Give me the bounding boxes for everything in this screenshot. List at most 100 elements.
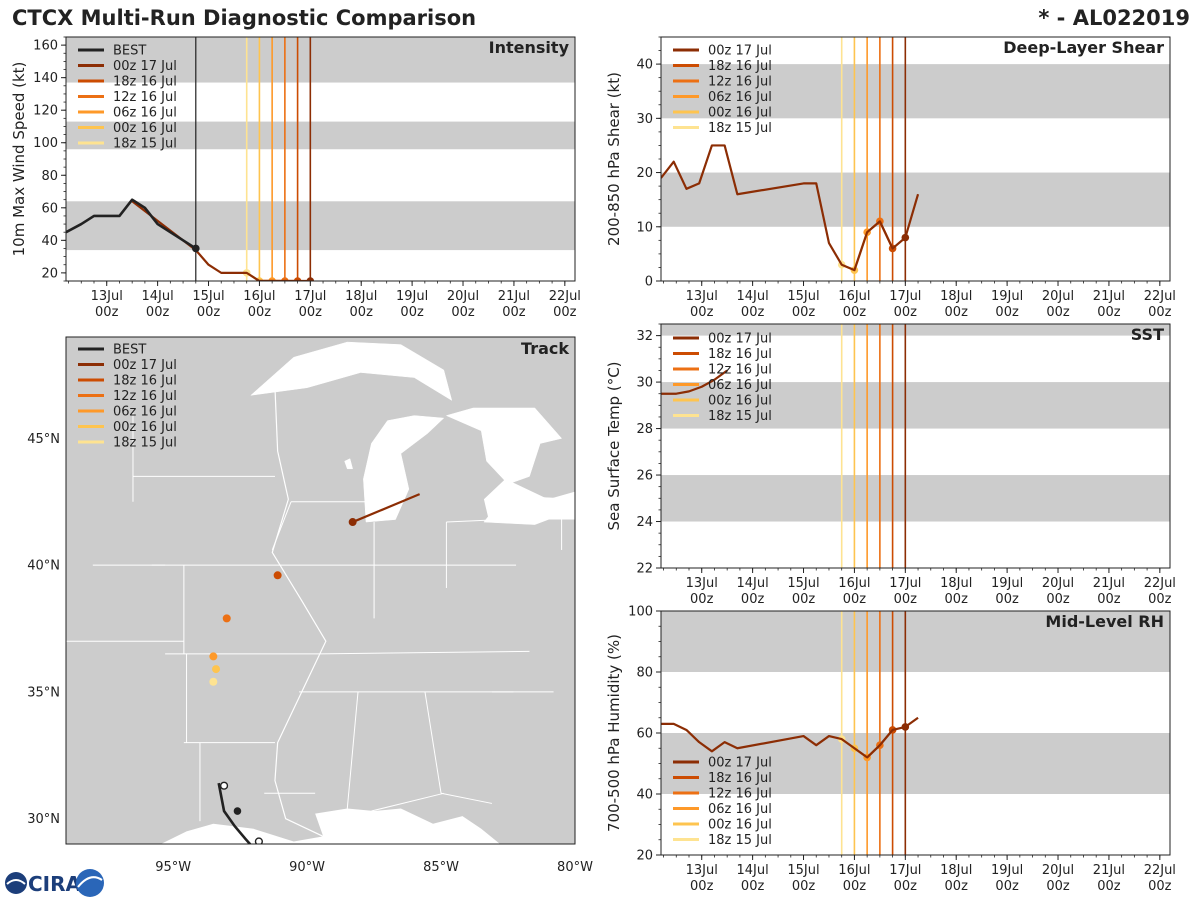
- y-tick-label: 40°N: [27, 559, 60, 574]
- x-tick-hour: 00z: [843, 879, 867, 894]
- best-point: [191, 244, 200, 253]
- x-tick-date: 18Jul: [940, 863, 972, 878]
- shade-band: [661, 64, 1170, 119]
- x-tick-hour: 00z: [1097, 879, 1121, 894]
- x-tick-hour: 00z: [146, 305, 170, 320]
- x-tick-label: 95°W: [155, 860, 191, 875]
- state-border: [346, 691, 359, 809]
- y-tick-label: 80: [41, 169, 58, 184]
- intensity-panel: 2040608010012014016013Jul00z14Jul00z15Ju…: [10, 36, 581, 320]
- y-tick-label: 100: [628, 605, 653, 620]
- x-tick-date: 18Jul: [940, 289, 972, 304]
- y-tick-label: 100: [33, 136, 58, 151]
- x-tick-hour: 00z: [690, 592, 714, 607]
- x-tick-date: 17Jul: [294, 289, 326, 304]
- legend-label: 00z 16 Jul: [708, 818, 772, 833]
- legend-label: 00z 16 Jul: [708, 106, 772, 121]
- x-tick-hour: 00z: [894, 879, 918, 894]
- x-tick-date: 21Jul: [1093, 576, 1125, 591]
- state-border: [446, 516, 562, 523]
- forecast-position: [209, 677, 218, 686]
- x-tick-hour: 00z: [741, 305, 765, 320]
- x-tick-hour: 00z: [1046, 879, 1070, 894]
- legend-label: 06z 16 Jul: [113, 405, 177, 420]
- shade-band: [661, 733, 1170, 794]
- shade-band: [661, 611, 1170, 672]
- state-border: [424, 691, 442, 794]
- x-tick-date: 13Jul: [686, 863, 718, 878]
- x-tick-date: 15Jul: [787, 863, 819, 878]
- x-tick-hour: 00z: [1148, 305, 1172, 320]
- x-tick-date: 19Jul: [991, 863, 1023, 878]
- y-tick-label: 32: [636, 329, 653, 344]
- y-tick-label: 10: [636, 220, 653, 235]
- plot-area: [66, 37, 315, 281]
- shade-band: [661, 475, 1170, 522]
- y-tick-label: 28: [636, 422, 653, 437]
- forecast-position: [222, 614, 231, 623]
- x-tick-hour: 00z: [792, 592, 816, 607]
- x-tick-date: 22Jul: [1144, 863, 1176, 878]
- x-tick-date: 20Jul: [1042, 289, 1074, 304]
- shade-band: [66, 37, 575, 83]
- panel-title: Mid-Level RH: [1045, 612, 1164, 631]
- y-tick-label: 160: [33, 39, 58, 54]
- forecast-position: [209, 652, 218, 661]
- mississippi-river: [271, 387, 329, 840]
- x-tick-hour: 00z: [843, 305, 867, 320]
- series-point: [306, 277, 315, 281]
- globe-icon: [5, 872, 27, 894]
- x-tick-hour: 00z: [792, 879, 816, 894]
- state-border: [320, 650, 530, 655]
- legend-label: 06z 16 Jul: [708, 378, 772, 393]
- y-tick-label: 120: [33, 104, 58, 119]
- y-tick-label: 30: [636, 112, 653, 127]
- shade-band: [661, 324, 1170, 336]
- x-tick-date: 17Jul: [889, 576, 921, 591]
- forecast-position: [212, 665, 221, 674]
- shade-band: [66, 201, 575, 251]
- legend-label: 18z 16 Jul: [708, 347, 772, 362]
- y-tick-label: 40: [636, 58, 653, 73]
- x-tick-hour: 00z: [1148, 879, 1172, 894]
- best-track-line: [66, 198, 197, 250]
- y-tick-label: 22: [636, 562, 653, 577]
- map-area: [66, 337, 575, 844]
- legend-label: 18z 16 Jul: [113, 374, 177, 389]
- x-tick-hour: 00z: [197, 305, 221, 320]
- legend-label: 18z 16 Jul: [708, 59, 772, 74]
- legend-label: 18z 15 Jul: [708, 833, 772, 848]
- x-tick-label: 85°W: [423, 860, 459, 875]
- best-track-line: [217, 782, 252, 844]
- x-tick-hour: 00z: [945, 592, 969, 607]
- lake-michigan: [363, 415, 445, 523]
- x-tick-date: 16Jul: [838, 289, 870, 304]
- x-tick-date: 22Jul: [1144, 576, 1176, 591]
- y-axis-label: 10m Max Wind Speed (kt): [10, 62, 28, 257]
- forecast-position: [348, 518, 357, 527]
- x-tick-hour: 00z: [894, 305, 918, 320]
- y-axis-label: 700-500 hPa Humidity (%): [605, 634, 623, 832]
- x-tick-date: 18Jul: [940, 576, 972, 591]
- legend-label: 18z 15 Jul: [113, 436, 177, 451]
- x-tick-hour: 00z: [945, 305, 969, 320]
- x-tick-date: 13Jul: [686, 289, 718, 304]
- series-point: [901, 233, 910, 242]
- legend-label: 00z 17 Jul: [708, 332, 772, 347]
- x-tick-date: 14Jul: [737, 863, 769, 878]
- series-line-00z-17-Jul: [661, 144, 920, 272]
- legend-label: BEST: [113, 44, 146, 59]
- x-tick-hour: 00z: [553, 305, 577, 320]
- rh-panel: 2040608010013Jul00z14Jul00z15Jul00z16Jul…: [605, 605, 1176, 895]
- legend-label: 06z 16 Jul: [113, 106, 177, 121]
- x-tick-label: 80°W: [557, 860, 593, 875]
- x-tick-date: 16Jul: [838, 576, 870, 591]
- x-tick-date: 16Jul: [243, 289, 275, 304]
- legend-label: 00z 17 Jul: [113, 59, 177, 74]
- y-tick-label: 20: [636, 849, 653, 864]
- series-point: [901, 723, 910, 731]
- x-tick-hour: 00z: [945, 879, 969, 894]
- x-tick-date: 14Jul: [737, 576, 769, 591]
- panel-title: SST: [1131, 325, 1164, 344]
